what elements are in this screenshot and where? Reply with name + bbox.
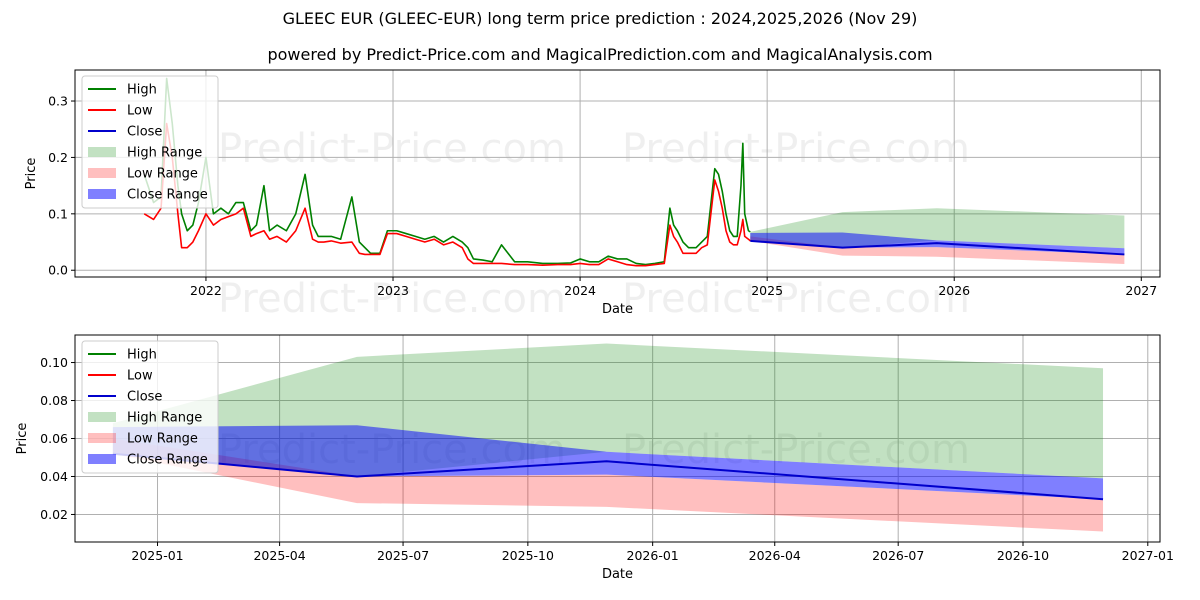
legend-label: High Range (127, 411, 202, 426)
x-tick-label: 2025-07 (377, 548, 429, 563)
y-tick-label: 0.04 (40, 469, 68, 484)
legend: High Low Close High Range Low Range Close Ran… (81, 75, 219, 209)
legend-label: Close (127, 125, 162, 140)
low-range-legend-swatch (88, 168, 116, 178)
watermark-text: Predict-Price.com (218, 276, 566, 322)
plot-frame (74, 69, 1161, 278)
close-range-legend-swatch (88, 454, 116, 464)
watermark-text: Predict-Price.com (622, 276, 970, 322)
legend-label: Close (127, 390, 162, 405)
high-range-legend-swatch (88, 147, 116, 157)
chart-subtitle: powered by Predict-Price.com and Magical… (267, 45, 933, 64)
legend-label: Close Range (127, 453, 208, 468)
close-line (750, 239, 1125, 256)
legend-label: Low (127, 104, 153, 119)
x-tick-label: 2025-10 (502, 548, 554, 563)
close-range-legend-swatch (88, 189, 116, 199)
low-line (143, 122, 751, 267)
y-axis-label: Price (24, 158, 39, 190)
high-range-legend-swatch (88, 412, 116, 422)
y-tick-label: 0.2 (48, 150, 68, 165)
legend-label: High Range (127, 146, 202, 161)
x-tick-label: 2027-01 (1122, 548, 1174, 563)
y-tick-label: 0.10 (40, 355, 68, 370)
x-tick-label: 2026-07 (872, 548, 924, 563)
x-axis-label: Date (602, 302, 633, 317)
x-tick-label: 2022 (190, 283, 222, 298)
y-axis-label: Price (15, 423, 30, 455)
y-tick-label: 0.0 (48, 263, 68, 278)
y-tick-label: 0.08 (40, 393, 68, 408)
x-tick-label: 2026-10 (997, 548, 1049, 563)
x-tick-label: 2023 (377, 283, 409, 298)
legend-label: Close Range (127, 188, 208, 203)
x-tick-label: 2027 (1125, 283, 1157, 298)
legend-label: High (127, 83, 157, 98)
y-tick-label: 0.06 (40, 431, 68, 446)
chart-title: GLEEC EUR (GLEEC-EUR) long term price pr… (282, 9, 918, 28)
x-tick-label: 2026-04 (749, 548, 801, 563)
legend-label: Low Range (127, 432, 198, 447)
top-chart: Predict-Price.com Predict-Price.com Predic… (24, 69, 1161, 322)
legend-label: High (127, 348, 157, 363)
x-tick-label: 2025-04 (253, 548, 305, 563)
legend-label: Low (127, 369, 153, 384)
x-tick-label: 2026 (938, 283, 970, 298)
low-range-band (112, 438, 1104, 532)
watermark-text: Predict-Price.com (622, 126, 970, 172)
low-range-legend-swatch (88, 433, 116, 443)
x-tick-label: 2024 (564, 283, 596, 298)
legend-label: Low Range (127, 167, 198, 182)
high-line (143, 77, 751, 266)
y-tick-label: 0.3 (48, 94, 68, 109)
legend: High Low Close High Range Low Range Close Ran… (81, 340, 219, 474)
x-tick-label: 2026-01 (627, 548, 679, 563)
y-tick-label: 0.1 (48, 206, 68, 221)
watermark-text: Predict-Price.com (218, 126, 566, 172)
close-line (112, 452, 1104, 501)
y-tick-label: 0.02 (40, 507, 68, 522)
low-range-band (750, 236, 1125, 265)
x-axis-label: Date (602, 567, 633, 582)
x-tick-label: 2025 (751, 283, 783, 298)
x-tick-label: 2025-01 (131, 548, 183, 563)
bottom-chart: Predict-Price.comPredict-Price.com2025-0… (15, 334, 1174, 582)
